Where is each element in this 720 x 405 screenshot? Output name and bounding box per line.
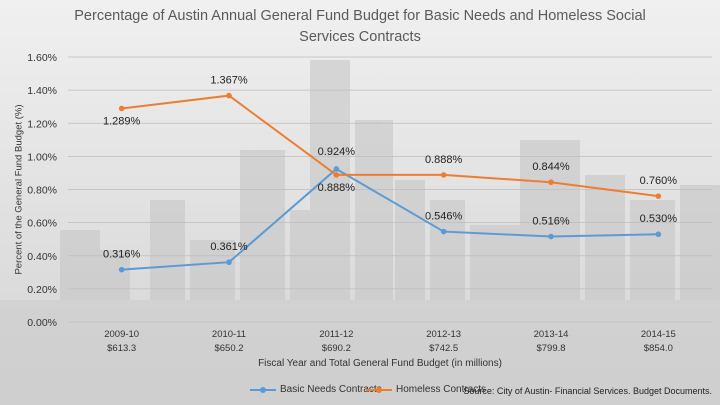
x-tick-budget: $690.2: [322, 343, 351, 354]
data-point[interactable]: [226, 92, 232, 99]
x-tick-budget: $854.0: [644, 343, 673, 354]
y-tick-label: 0.00%: [27, 317, 57, 329]
x-tick-year: 2009-10: [104, 329, 139, 340]
data-point[interactable]: [333, 166, 340, 172]
data-label: 0.888%: [318, 182, 356, 194]
data-label: 1.367%: [210, 75, 248, 87]
y-tick-label: 0.80%: [27, 185, 57, 197]
x-tick-year: 2010-11: [212, 329, 246, 340]
skyline-building: [310, 60, 350, 325]
x-tick-year: 2012-13: [426, 329, 461, 340]
data-point[interactable]: [655, 193, 662, 199]
y-tick-label: 1.60%: [27, 52, 57, 64]
x-tick-year: 2011-12: [319, 329, 353, 340]
x-tick-budget: $613.3: [107, 343, 136, 354]
data-label: 0.924%: [318, 146, 356, 158]
data-label: 0.546%: [425, 211, 463, 223]
source-note: Source: City of Austin- Financial Servic…: [463, 386, 712, 396]
data-point[interactable]: [118, 105, 125, 112]
x-tick-budget: $742.5: [429, 343, 458, 354]
y-tick-label: 1.40%: [27, 85, 57, 97]
data-label: 0.316%: [103, 249, 141, 261]
series-line: [121, 167, 659, 271]
data-point[interactable]: [333, 172, 340, 178]
data-point[interactable]: [548, 179, 554, 186]
x-axis-title: Fiscal Year and Total General Fund Budge…: [258, 358, 502, 369]
series-line: [121, 94, 659, 198]
data-label: 0.844%: [532, 161, 570, 173]
x-tick-budget: $799.8: [536, 343, 565, 354]
legend-label-basic-needs: Basic Needs Contracts: [280, 384, 382, 395]
x-tick-year: 2014-15: [641, 329, 676, 340]
data-point[interactable]: [440, 172, 447, 178]
data-labels: 0.316% 0.361% 0.924% 0.546% 0.516% 0.530% 1.28…: [103, 75, 677, 261]
legend-swatch-homeless: [366, 386, 392, 393]
legend-swatch-basic-needs: [250, 386, 276, 393]
data-point[interactable]: [226, 259, 232, 266]
skyline-building: [240, 150, 285, 325]
data-label: 0.516%: [532, 216, 570, 228]
data-point[interactable]: [548, 233, 554, 240]
series-layer: [118, 92, 662, 273]
skyline-base: [0, 300, 720, 405]
gridlines: [68, 56, 712, 323]
data-point[interactable]: [118, 266, 125, 273]
y-tick-label: 1.00%: [27, 151, 57, 163]
y-tick-label: 0.20%: [27, 284, 57, 296]
skyline-building: [520, 140, 580, 325]
y-tick-label: 0.40%: [27, 251, 57, 263]
y-tick-label: 0.60%: [27, 218, 57, 230]
legend-item-basic-needs[interactable]: Basic Needs Contracts: [250, 384, 382, 395]
chart-title: Percentage of Austin Annual General Fund…: [74, 8, 646, 45]
y-axis-title: Percent of the General Fund Budget (%): [13, 104, 25, 275]
data-label: 1.289%: [103, 116, 141, 128]
legend-item-homeless[interactable]: Homeless Contracts: [366, 384, 486, 395]
y-axis-ticks: 0.00% 0.20% 0.40% 0.60% 0.80% 1.00% 1.20% 1.40%…: [27, 52, 57, 329]
data-point[interactable]: [440, 228, 447, 235]
data-point[interactable]: [655, 231, 662, 238]
x-axis-ticks: 2009-10 $613.3 2010-11 $650.2 2011-12 $690.2 2…: [104, 329, 676, 354]
data-label: 0.361%: [210, 241, 248, 253]
data-label: 0.530%: [640, 213, 678, 225]
legend-label-homeless: Homeless Contracts: [396, 384, 487, 395]
data-label: 0.760%: [640, 175, 678, 187]
x-tick-year: 2013-14: [534, 329, 569, 340]
x-tick-budget: $650.2: [214, 343, 243, 354]
y-tick-label: 1.20%: [27, 118, 57, 130]
data-label: 0.888%: [425, 154, 463, 166]
